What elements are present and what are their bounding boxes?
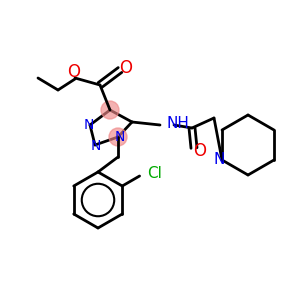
- Text: O: O: [119, 59, 133, 77]
- Text: N: N: [213, 152, 225, 166]
- Text: O: O: [194, 142, 206, 160]
- Text: O: O: [68, 63, 80, 81]
- Text: N: N: [84, 118, 94, 132]
- Text: N: N: [91, 139, 101, 153]
- Text: N: N: [115, 130, 125, 144]
- Circle shape: [101, 101, 119, 119]
- Circle shape: [109, 128, 127, 146]
- Text: Cl: Cl: [148, 166, 162, 181]
- Text: NH: NH: [166, 116, 189, 130]
